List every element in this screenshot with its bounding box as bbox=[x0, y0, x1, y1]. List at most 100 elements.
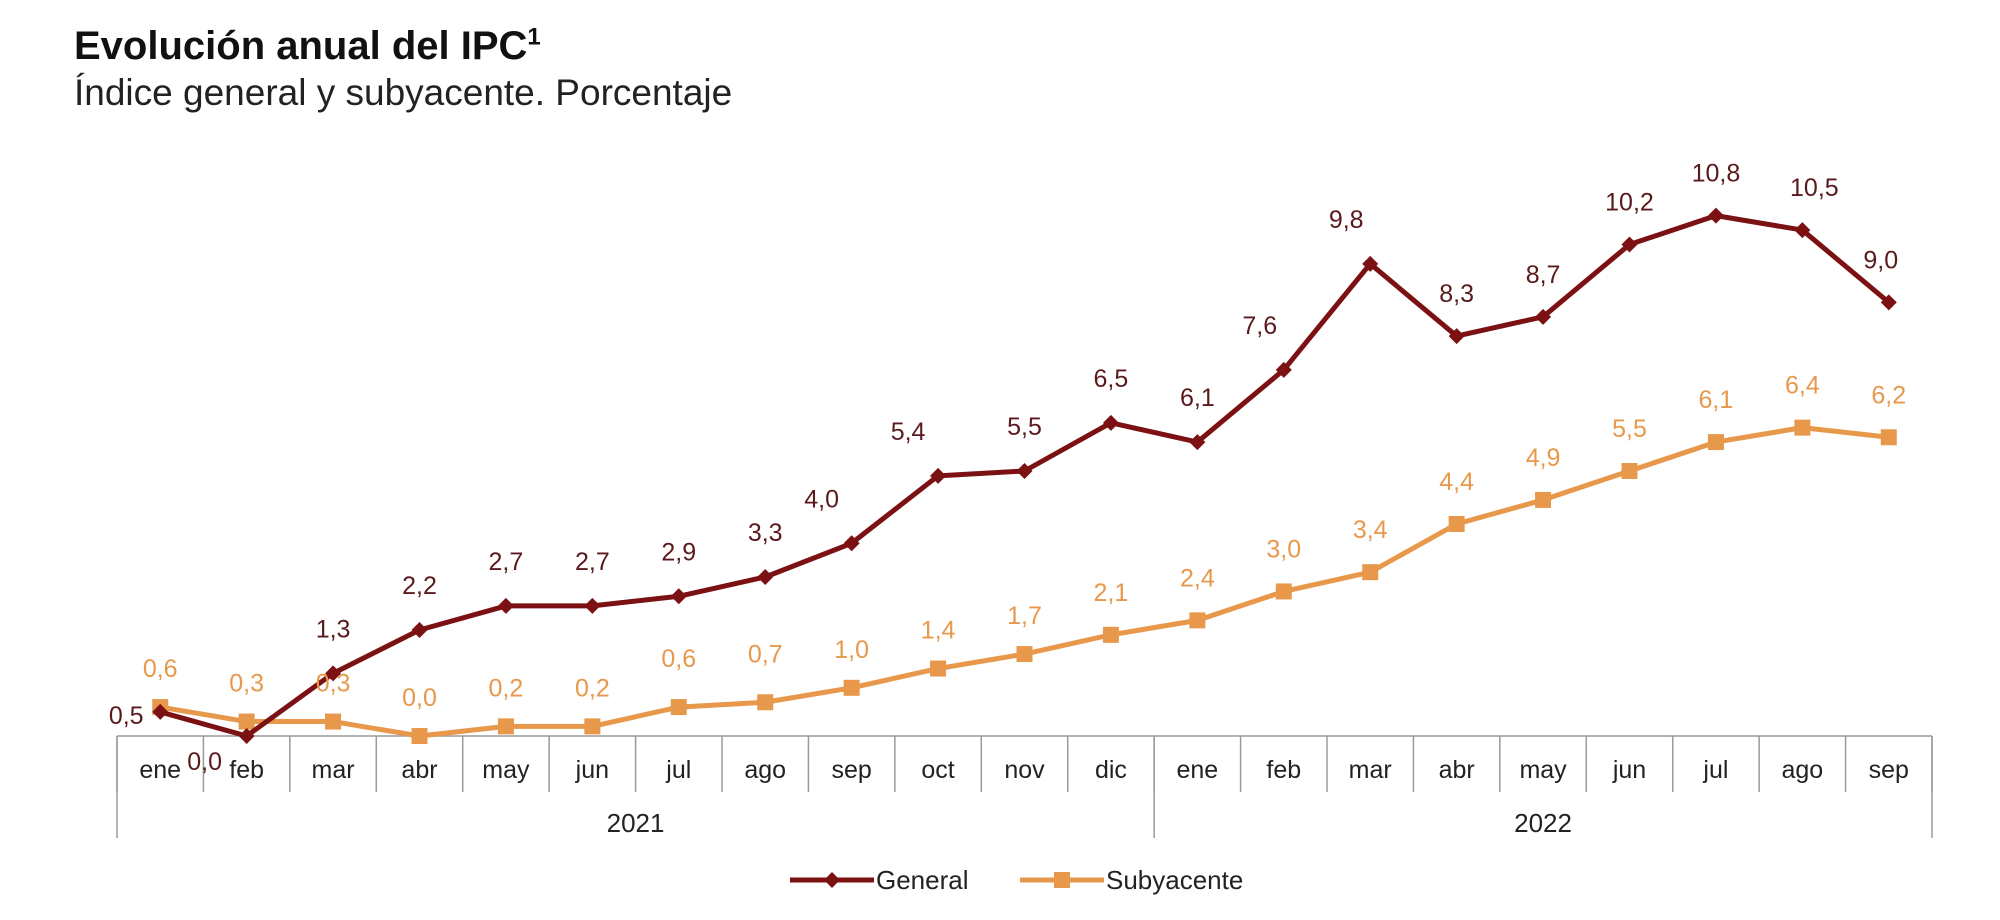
data-point-general bbox=[152, 703, 169, 720]
x-tick-label: ago bbox=[1781, 756, 1823, 784]
x-tick-label: abr bbox=[401, 756, 437, 784]
data-point-subyacente bbox=[584, 718, 601, 735]
data-label-subyacente: 1,4 bbox=[921, 617, 956, 645]
data-point-subyacente bbox=[670, 699, 687, 716]
legend-marker bbox=[824, 872, 840, 888]
data-label-general: 10,2 bbox=[1605, 189, 1654, 217]
data-label-subyacente: 6,2 bbox=[1871, 381, 1906, 409]
data-label-subyacente: 4,9 bbox=[1526, 444, 1561, 472]
x-tick-label: mar bbox=[312, 756, 355, 784]
x-tick-label: ago bbox=[744, 756, 786, 784]
x-tick-label: feb bbox=[229, 756, 264, 784]
data-point-general bbox=[584, 597, 601, 614]
data-label-subyacente: 0,0 bbox=[402, 684, 437, 712]
data-point-general bbox=[670, 588, 687, 605]
data-point-general bbox=[1535, 308, 1552, 325]
data-point-subyacente bbox=[843, 679, 860, 696]
x-tick-label: jul bbox=[1702, 756, 1728, 784]
x-tick-label: abr bbox=[1439, 756, 1475, 784]
legend-label: General bbox=[876, 865, 969, 895]
data-label-subyacente: 1,0 bbox=[834, 636, 869, 664]
x-tick-label: sep bbox=[831, 756, 871, 784]
data-labels: 0,6 0,3 0,3 0,0 0,2 0,2 0,6 0,7 1,0 1,4 1,7 2,1 2,4 3… bbox=[109, 160, 1906, 776]
series-layer bbox=[152, 207, 1897, 744]
x-tick-label: jul bbox=[665, 756, 691, 784]
x-tick-label: ene bbox=[139, 756, 181, 784]
data-label-general: 3,3 bbox=[748, 519, 783, 547]
data-label-subyacente: 0,6 bbox=[661, 645, 696, 673]
x-axis: 2021 2022 ene feb mar abr may jun jul ago sep oct no… bbox=[116, 735, 1933, 838]
data-point-subyacente bbox=[1016, 646, 1033, 663]
data-point-general bbox=[1880, 294, 1897, 311]
data-point-subyacente bbox=[1102, 626, 1119, 643]
data-label-subyacente: 3,0 bbox=[1266, 535, 1301, 563]
legend: General Subyacente bbox=[790, 865, 1243, 895]
data-point-general bbox=[1707, 207, 1724, 224]
chart-title-footnote-mark: 1 bbox=[527, 23, 541, 51]
data-point-subyacente bbox=[238, 713, 255, 730]
chart-subtitle: Índice general y subyacente. Porcentaje bbox=[74, 72, 733, 113]
data-point-general bbox=[1016, 463, 1033, 479]
data-label-subyacente: 0,2 bbox=[575, 674, 610, 702]
title-block: Evolución anual del IPC1 Índice general … bbox=[74, 22, 732, 114]
data-point-subyacente bbox=[1880, 429, 1897, 446]
data-label-general: 1,3 bbox=[316, 615, 351, 643]
data-label-general: 0,5 bbox=[109, 702, 144, 730]
legend-item-general: General bbox=[790, 865, 969, 895]
data-label-general: 2,9 bbox=[661, 538, 696, 566]
data-point-general bbox=[411, 622, 428, 638]
data-label-subyacente: 2,1 bbox=[1094, 579, 1129, 607]
year-label: 2022 bbox=[1514, 808, 1572, 838]
data-label-subyacente: 3,4 bbox=[1353, 516, 1388, 544]
data-label-general: 10,5 bbox=[1790, 174, 1839, 202]
data-label-general: 9,0 bbox=[1863, 246, 1898, 274]
data-point-subyacente bbox=[1448, 516, 1465, 532]
data-point-subyacente bbox=[1707, 434, 1724, 451]
data-label-general: 2,2 bbox=[402, 572, 437, 600]
data-label-subyacente: 4,4 bbox=[1439, 468, 1474, 496]
data-point-general bbox=[497, 597, 514, 614]
data-point-subyacente bbox=[411, 728, 428, 744]
data-point-subyacente bbox=[1621, 463, 1638, 479]
data-point-subyacente bbox=[1535, 491, 1552, 508]
data-label-subyacente: 6,1 bbox=[1699, 386, 1734, 414]
x-tick-label: feb bbox=[1266, 756, 1301, 784]
data-label-general: 8,7 bbox=[1526, 261, 1561, 289]
data-label-subyacente: 0,3 bbox=[229, 670, 264, 698]
x-tick-label: may bbox=[482, 756, 530, 784]
data-point-general bbox=[238, 728, 255, 744]
data-label-general: 9,8 bbox=[1329, 206, 1364, 234]
data-label-general: 2,7 bbox=[575, 548, 610, 576]
data-point-subyacente bbox=[1362, 564, 1379, 581]
data-point-general bbox=[325, 665, 342, 682]
legend-label: Subyacente bbox=[1106, 865, 1243, 895]
data-label-general: 7,6 bbox=[1242, 312, 1277, 340]
data-label-general: 4,0 bbox=[804, 485, 839, 513]
x-tick-label: ene bbox=[1176, 756, 1218, 784]
data-label-subyacente: 1,7 bbox=[1007, 602, 1042, 630]
data-label-subyacente: 5,5 bbox=[1612, 415, 1647, 443]
data-label-general: 8,3 bbox=[1439, 280, 1474, 308]
data-label-general: 0,0 bbox=[187, 748, 222, 776]
chart-title-text: Evolución anual del IPC bbox=[74, 24, 528, 68]
data-label-subyacente: 0,7 bbox=[748, 640, 783, 668]
data-label-general: 5,4 bbox=[891, 418, 926, 446]
data-point-general bbox=[1621, 236, 1638, 253]
data-point-general bbox=[1275, 361, 1292, 378]
data-point-subyacente bbox=[497, 718, 514, 735]
data-point-general bbox=[1102, 414, 1119, 431]
data-point-general bbox=[1189, 434, 1206, 451]
data-point-subyacente bbox=[1275, 583, 1292, 600]
x-tick-label: dic bbox=[1095, 756, 1127, 784]
data-label-general: 10,8 bbox=[1692, 160, 1741, 188]
data-label-general: 6,5 bbox=[1094, 365, 1129, 393]
data-point-general bbox=[930, 467, 947, 484]
data-point-subyacente bbox=[325, 713, 342, 730]
data-point-subyacente bbox=[930, 660, 947, 677]
data-label-general: 5,5 bbox=[1007, 413, 1042, 441]
legend-item-subyacente: Subyacente bbox=[1020, 865, 1243, 895]
data-point-general bbox=[1794, 222, 1811, 239]
x-tick-label: jun bbox=[575, 756, 609, 784]
data-label-subyacente: 6,4 bbox=[1785, 372, 1820, 400]
